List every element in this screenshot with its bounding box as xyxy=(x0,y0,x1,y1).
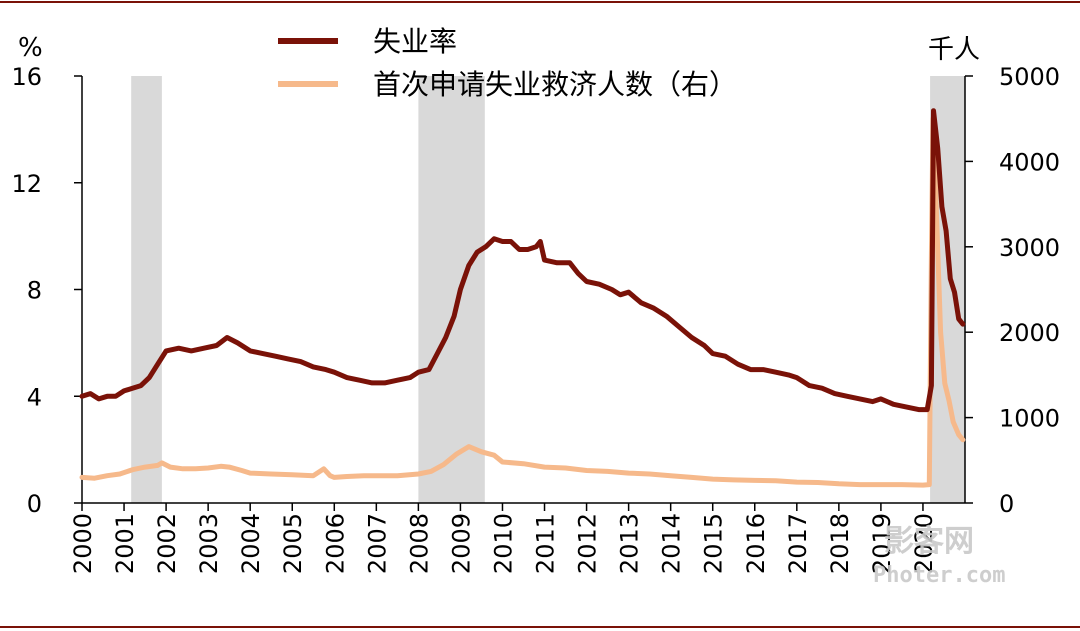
x-tick-label: 2020 xyxy=(910,513,938,574)
recession-band-0 xyxy=(131,76,162,503)
x-tick-label: 2001 xyxy=(111,513,139,574)
x-tick-label: 2015 xyxy=(700,513,728,574)
x-tick-label: 2013 xyxy=(616,513,644,574)
x-tick-label: 2016 xyxy=(742,513,770,574)
watermark-sub: Photer.com xyxy=(873,563,1005,588)
left-tick-label: 16 xyxy=(11,63,42,91)
recession-band-1 xyxy=(418,76,485,503)
right-y-ticks: 0 1000 2000 3000 4000 5000 xyxy=(965,63,1060,518)
x-tick-label: 2007 xyxy=(363,513,391,574)
x-tick-label: 2004 xyxy=(237,513,265,574)
recession-bands xyxy=(131,76,965,503)
left-tick-label: 0 xyxy=(27,490,42,518)
x-tick-label: 2018 xyxy=(826,513,854,574)
right-unit-label: 千人 xyxy=(928,35,980,65)
x-tick-label: 2000 xyxy=(69,513,97,574)
x-tick-label: 2012 xyxy=(574,513,602,574)
legend: 失业率 首次申请失业救济人数（右） xyxy=(278,25,737,101)
right-tick-label: 5000 xyxy=(999,63,1060,91)
left-unit-label: % xyxy=(18,33,43,63)
series-line-unemployment-rate xyxy=(79,108,966,413)
left-y-ticks: 0 4 8 12 16 xyxy=(11,63,82,518)
x-tick-label: 2014 xyxy=(658,513,686,574)
legend-label-claims: 首次申请失业救济人数（右） xyxy=(373,68,737,101)
right-tick-label: 2000 xyxy=(999,319,1060,347)
right-tick-label: 4000 xyxy=(999,148,1060,176)
x-tick-label: 2019 xyxy=(868,513,896,574)
legend-label-unemployment: 失业率 xyxy=(373,25,457,58)
x-tick-label: 2006 xyxy=(321,513,349,574)
x-tick-label: 2011 xyxy=(532,513,560,574)
series-line-initial-claims xyxy=(79,116,966,488)
x-tick-label: 2003 xyxy=(195,513,223,574)
watermark: 影客网 Photer.com xyxy=(873,524,1005,588)
x-tick-label: 2017 xyxy=(784,513,812,574)
right-tick-label: 0 xyxy=(999,490,1014,518)
right-tick-label: 1000 xyxy=(999,405,1060,433)
left-tick-label: 4 xyxy=(27,383,42,411)
right-tick-label: 3000 xyxy=(999,234,1060,262)
left-tick-label: 8 xyxy=(27,277,42,305)
x-tick-label: 2005 xyxy=(279,513,307,574)
x-tick-label: 2008 xyxy=(405,513,433,574)
series-layer xyxy=(79,108,966,488)
left-tick-label: 12 xyxy=(11,170,42,198)
x-tick-label: 2002 xyxy=(153,513,181,574)
x-tick-label: 2009 xyxy=(447,513,475,574)
x-tick-label: 2010 xyxy=(489,513,517,574)
watermark-main: 影客网 xyxy=(884,524,974,559)
x-ticks: 2000 2001 2002 2003 2004 2005 2006 2007 2008 2009… xyxy=(69,503,938,574)
